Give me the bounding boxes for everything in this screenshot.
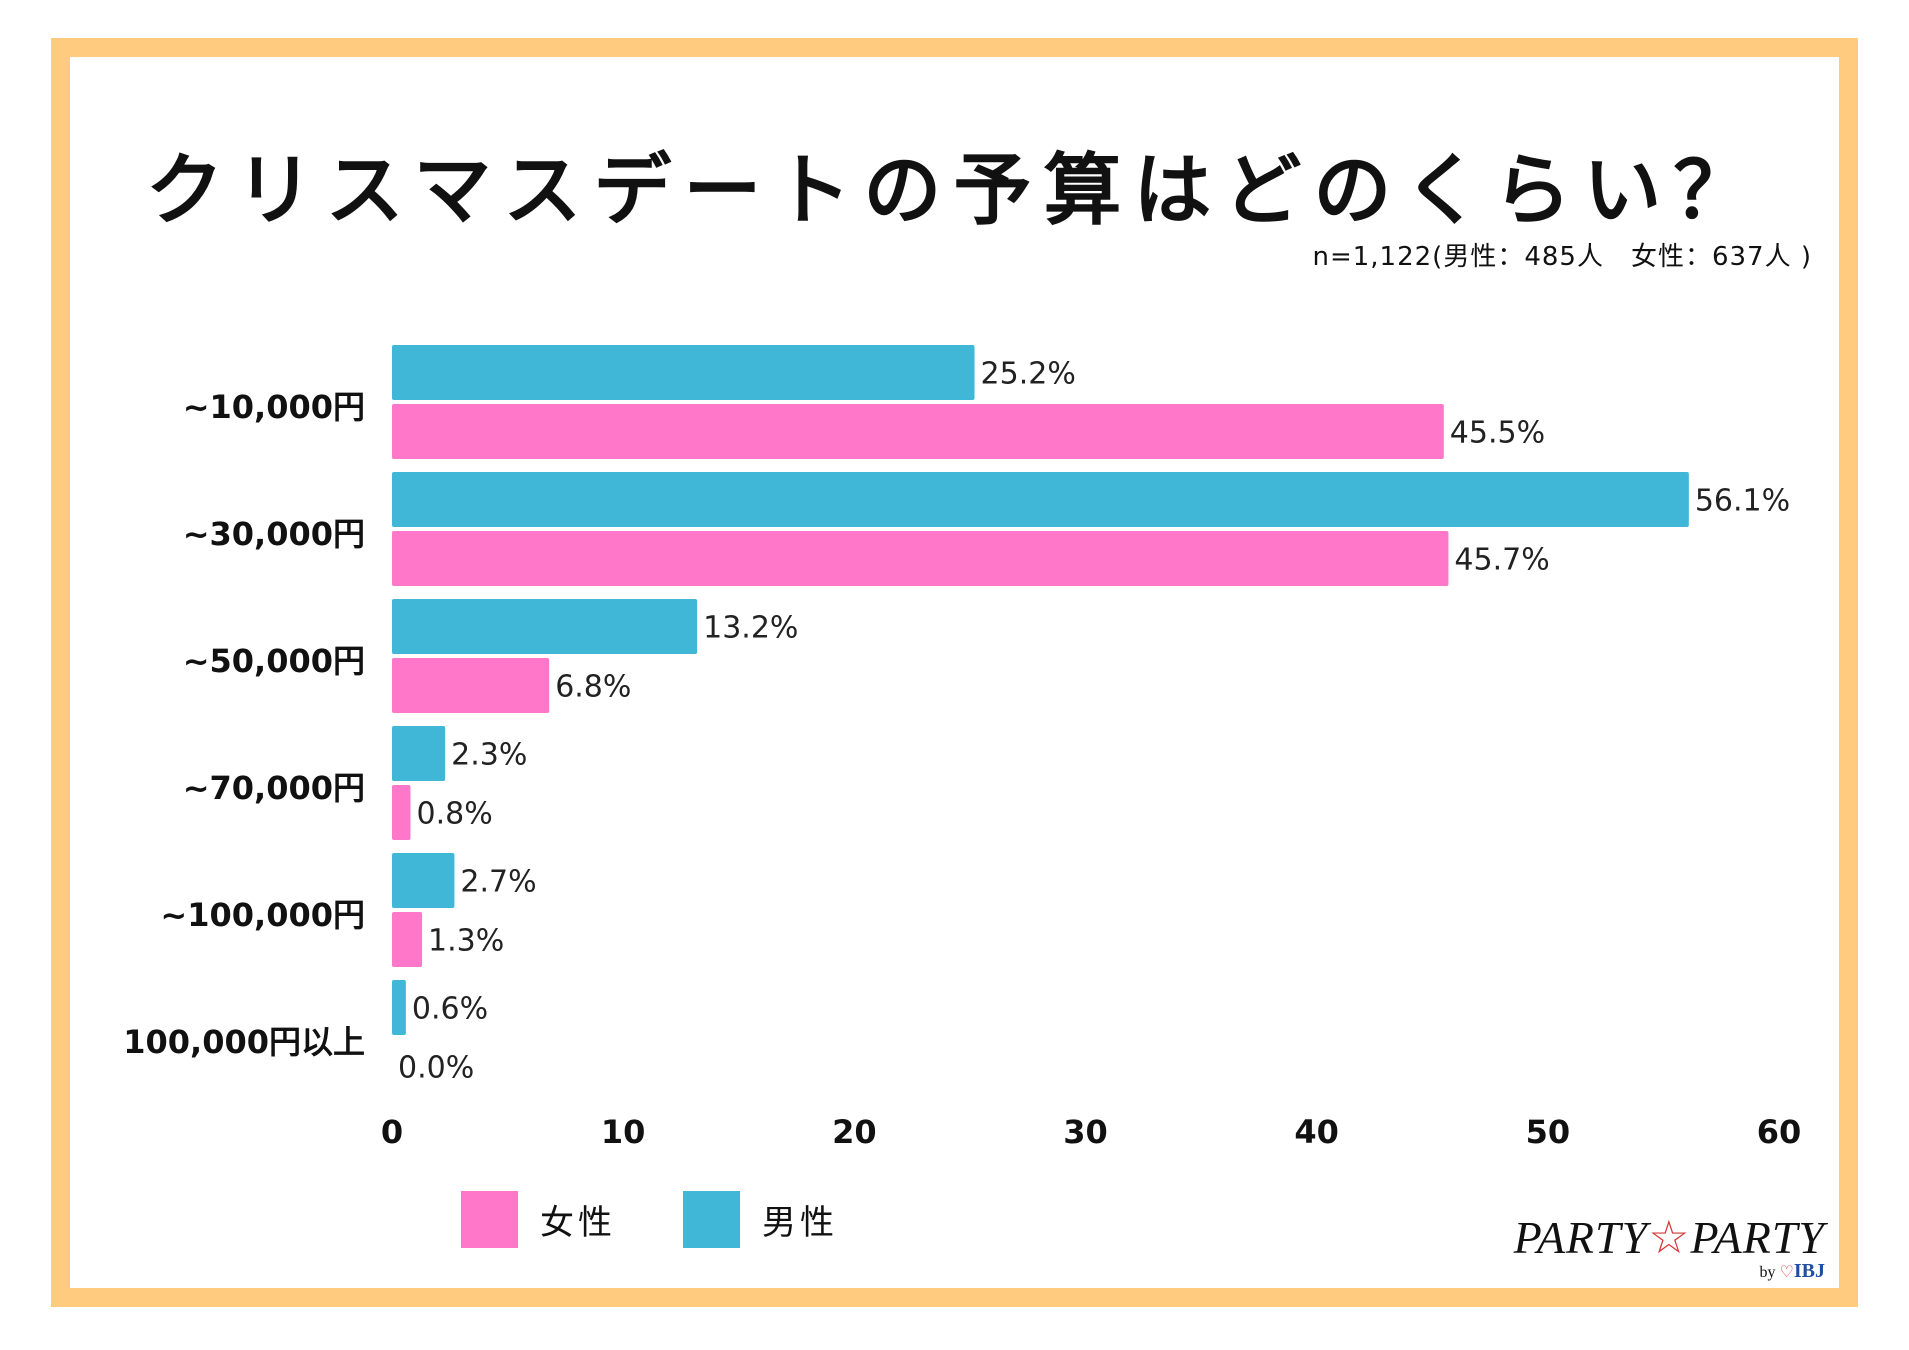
data-label: 0.8% xyxy=(416,797,492,832)
bar-female xyxy=(392,785,411,840)
x-tick-label: 10 xyxy=(601,1113,646,1151)
bar-male xyxy=(392,853,455,908)
data-label: 25.2% xyxy=(981,357,1076,392)
data-label: 2.7% xyxy=(460,865,536,900)
data-label: 13.2% xyxy=(703,611,798,646)
bar-male xyxy=(392,980,406,1035)
logo-brand: PARTY☆PARTY xyxy=(1513,1212,1825,1263)
bar-female xyxy=(392,531,1449,586)
data-label: 1.3% xyxy=(428,924,504,959)
category-label: ~50,000円 xyxy=(183,642,365,680)
category-label: ~10,000円 xyxy=(183,388,365,426)
party-party-logo: PARTY☆PARTY by ♡IBJ xyxy=(1514,1210,1825,1283)
x-tick-label: 40 xyxy=(1294,1113,1339,1151)
sample-size-note: n=1,122(男性：485人 女性：637人 ) xyxy=(1312,242,1812,272)
category-label: 100,000円以上 xyxy=(123,1023,365,1061)
category-label: ~100,000円 xyxy=(160,896,365,934)
legend-item-female: 女性 xyxy=(461,1191,616,1248)
x-tick-label: 50 xyxy=(1526,1113,1571,1151)
bar-male xyxy=(392,345,975,400)
data-label: 2.3% xyxy=(451,738,527,773)
data-label: 6.8% xyxy=(555,670,631,705)
chart-frame xyxy=(51,38,1858,1307)
logo-by-ibj: by ♡IBJ xyxy=(1759,1260,1825,1282)
heart-icon: ♡ xyxy=(1779,1264,1794,1281)
legend-item-male: 男性 xyxy=(683,1191,838,1248)
category-label: ~70,000円 xyxy=(183,769,365,807)
bar-female xyxy=(392,404,1444,459)
star-icon: ☆ xyxy=(1648,1212,1691,1263)
bar-female xyxy=(392,912,423,967)
x-tick-label: 20 xyxy=(832,1113,877,1151)
bar-male xyxy=(392,599,698,654)
bar-male xyxy=(392,472,1689,527)
data-label: 56.1% xyxy=(1695,484,1790,519)
legend-label-male: 男性 xyxy=(762,1203,838,1243)
chart-title: クリスマスデートの予算はどのくらい？ xyxy=(145,146,1764,236)
x-tick-label: 60 xyxy=(1757,1113,1802,1151)
bar-male xyxy=(392,726,446,781)
data-label: 0.0% xyxy=(398,1051,474,1086)
category-label: ~30,000円 xyxy=(183,515,365,553)
data-label: 45.5% xyxy=(1450,416,1545,451)
legend-swatch-female xyxy=(461,1191,518,1248)
data-label: 45.7% xyxy=(1454,543,1549,578)
x-tick-label: 30 xyxy=(1063,1113,1108,1151)
x-tick-label: 0 xyxy=(381,1113,403,1151)
bar-female xyxy=(392,658,550,713)
legend-label-female: 女性 xyxy=(540,1203,616,1243)
legend-swatch-male xyxy=(683,1191,740,1248)
data-label: 0.6% xyxy=(412,992,488,1027)
